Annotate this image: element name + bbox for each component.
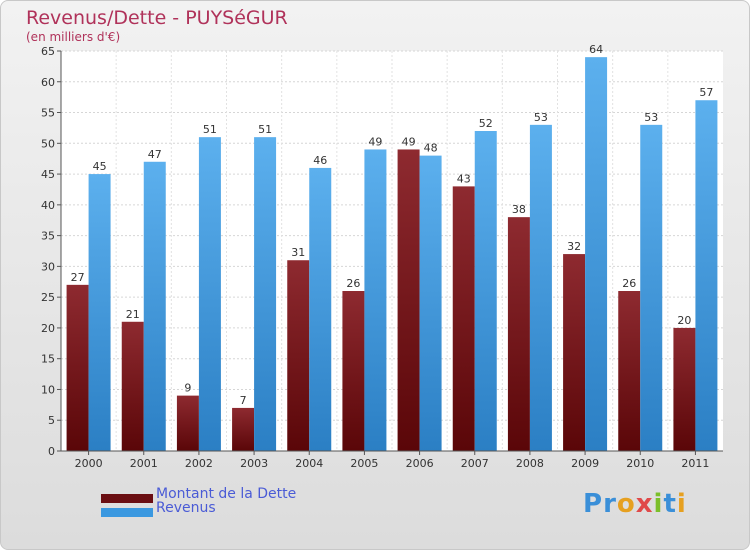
bar-debt-2002 bbox=[176, 395, 199, 451]
y-tick-label: 50 bbox=[41, 137, 55, 150]
grid-lines bbox=[60, 50, 723, 452]
bar-debt-2011 bbox=[673, 327, 696, 451]
data-label-debt-2009: 32 bbox=[567, 240, 581, 253]
axes: 0 5 10 15 20 25 30 35 40 45 50 55 60 65 2000 2001 2002 20… bbox=[41, 45, 723, 470]
y-tick-label: 10 bbox=[41, 383, 55, 396]
x-tick-label-2006: 2006 bbox=[406, 457, 434, 470]
logo-letter: x bbox=[635, 489, 654, 519]
x-tick-label-2004: 2004 bbox=[295, 457, 323, 470]
data-label-revenus-2007: 52 bbox=[479, 117, 493, 130]
data-label-debt-2007: 43 bbox=[457, 172, 471, 185]
bar-revenus-2005 bbox=[364, 149, 387, 451]
bar-debt-2007 bbox=[452, 186, 475, 451]
legend-swatch-debt bbox=[101, 494, 153, 503]
logo-letter: i bbox=[676, 489, 687, 519]
logo-letter: P bbox=[583, 489, 604, 519]
data-label-revenus-2005: 49 bbox=[368, 135, 382, 148]
data-label-revenus-2000: 45 bbox=[93, 160, 107, 173]
y-tick-label: 40 bbox=[41, 199, 55, 212]
x-tick-label-2010: 2010 bbox=[626, 457, 654, 470]
bar-revenus-2007 bbox=[474, 131, 497, 451]
y-tick-label: 15 bbox=[41, 353, 55, 366]
x-tick-label-2008: 2008 bbox=[516, 457, 544, 470]
data-label-revenus-2010: 53 bbox=[644, 111, 658, 124]
bar-revenus-2003 bbox=[254, 137, 277, 451]
bar-debt-2009 bbox=[563, 254, 586, 451]
data-label-revenus-2008: 53 bbox=[534, 111, 548, 124]
x-tick-label-2001: 2001 bbox=[130, 457, 158, 470]
y-tick-label: 45 bbox=[41, 168, 55, 181]
bar-revenus-2000 bbox=[88, 174, 111, 452]
data-label-debt-2005: 26 bbox=[346, 277, 360, 290]
logo-letter: t bbox=[663, 489, 677, 519]
chart-subtitle: (en milliers d'€) bbox=[26, 30, 121, 44]
bar-revenus-2002 bbox=[198, 137, 221, 451]
x-tick-label-2011: 2011 bbox=[681, 457, 709, 470]
data-label-revenus-2006: 48 bbox=[424, 142, 438, 155]
data-label-revenus-2011: 57 bbox=[699, 86, 713, 99]
x-tick-label-2009: 2009 bbox=[571, 457, 599, 470]
bar-debt-2001 bbox=[121, 321, 144, 451]
proxiti-logo: Proxiti bbox=[583, 489, 687, 519]
data-label-debt-2003: 7 bbox=[240, 394, 247, 407]
bar-debt-2005 bbox=[342, 291, 365, 451]
bar-debt-2006 bbox=[397, 149, 420, 451]
data-label-revenus-2004: 46 bbox=[313, 154, 327, 167]
bar-debt-2000 bbox=[66, 284, 89, 451]
data-labels: 27 45 21 47 9 51 7 51 31 46 26 49 49 48 43 52 38 53 32 64 26… bbox=[71, 43, 714, 407]
logo-letter: r bbox=[603, 489, 617, 519]
legend-label-revenus: Revenus bbox=[156, 500, 216, 516]
y-tick-label: 60 bbox=[41, 76, 55, 89]
bar-revenus-2010 bbox=[640, 124, 663, 451]
y-tick-label: 5 bbox=[48, 414, 55, 427]
bar-revenus-2006 bbox=[419, 155, 442, 451]
bar-debt-2010 bbox=[618, 291, 641, 451]
y-tick-label: 30 bbox=[41, 260, 55, 273]
data-label-revenus-2001: 47 bbox=[148, 148, 162, 161]
data-label-debt-2000: 27 bbox=[71, 271, 85, 284]
data-label-debt-2006: 49 bbox=[402, 135, 416, 148]
y-tick-label: 0 bbox=[48, 445, 55, 458]
data-label-revenus-2009: 64 bbox=[589, 43, 603, 56]
bars bbox=[66, 57, 718, 452]
data-label-debt-2010: 26 bbox=[622, 277, 636, 290]
data-label-revenus-2002: 51 bbox=[203, 123, 217, 136]
bar-revenus-2009 bbox=[585, 57, 608, 452]
data-label-debt-2002: 9 bbox=[184, 382, 191, 395]
x-tick-label-2005: 2005 bbox=[350, 457, 378, 470]
data-label-revenus-2003: 51 bbox=[258, 123, 272, 136]
x-tick-label-2007: 2007 bbox=[461, 457, 489, 470]
logo-letter: o bbox=[616, 489, 636, 519]
bar-revenus-2001 bbox=[143, 161, 166, 451]
bar-debt-2003 bbox=[232, 407, 255, 451]
y-tick-label: 65 bbox=[41, 45, 55, 58]
y-tick-label: 20 bbox=[41, 322, 55, 335]
bar-revenus-2008 bbox=[529, 124, 552, 451]
bar-revenus-2011 bbox=[695, 100, 718, 451]
y-tick-label: 35 bbox=[41, 230, 55, 243]
x-tick-label-2003: 2003 bbox=[240, 457, 268, 470]
logo-letter: i bbox=[653, 489, 664, 519]
bar-debt-2004 bbox=[287, 260, 310, 451]
x-tick-label-2002: 2002 bbox=[185, 457, 213, 470]
bar-revenus-2004 bbox=[309, 167, 332, 451]
legend-swatch-revenus bbox=[101, 508, 153, 517]
data-label-debt-2004: 31 bbox=[291, 246, 305, 259]
x-tick-label-2000: 2000 bbox=[75, 457, 103, 470]
y-tick-label: 25 bbox=[41, 291, 55, 304]
data-label-debt-2008: 38 bbox=[512, 203, 526, 216]
legend-label-debt: Montant de la Dette bbox=[156, 486, 297, 502]
data-label-debt-2011: 20 bbox=[677, 314, 691, 327]
y-tick-label: 55 bbox=[41, 107, 55, 120]
data-label-debt-2001: 21 bbox=[126, 308, 140, 321]
bar-debt-2008 bbox=[507, 217, 530, 451]
chart-title: Revenus/Dette - PUYSéGUR bbox=[26, 7, 288, 29]
